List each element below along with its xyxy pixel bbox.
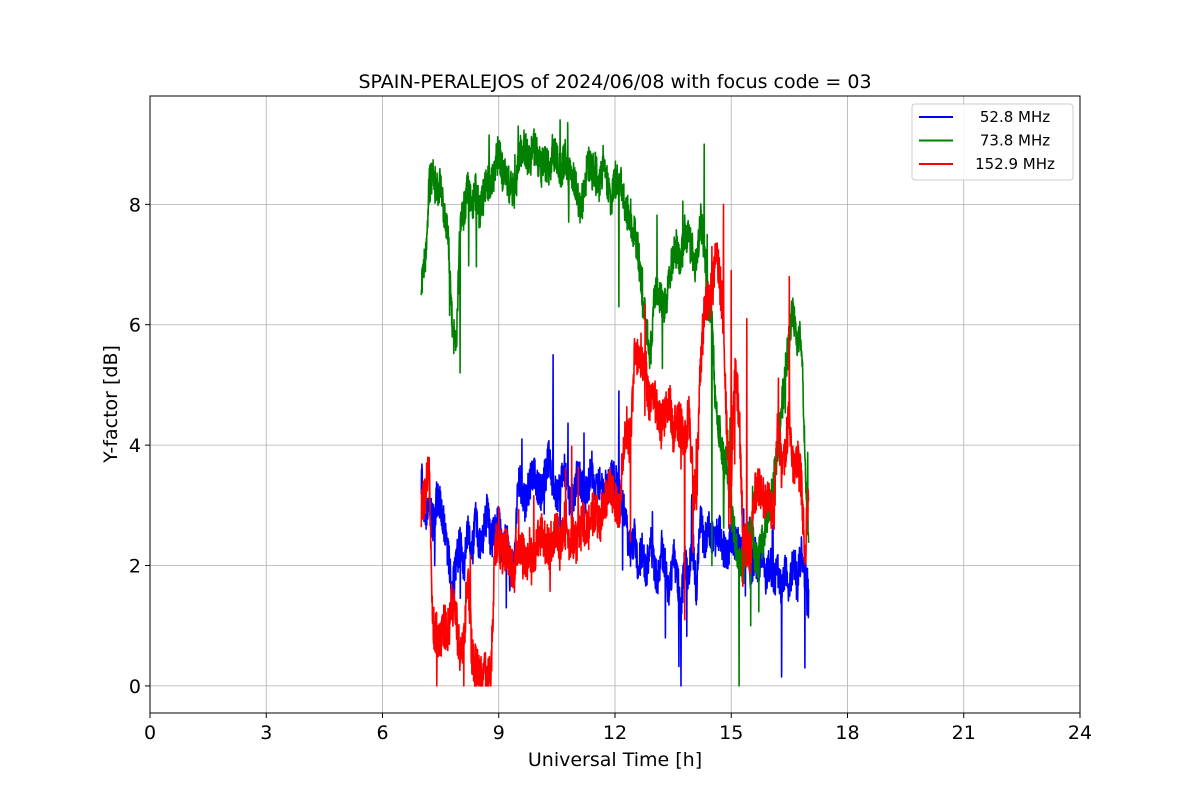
legend-label: 52.8 MHz xyxy=(980,108,1050,126)
x-tick-label: 12 xyxy=(603,722,627,744)
y-axis-label: Y-factor [dB] xyxy=(100,345,122,464)
y-tick-label: 0 xyxy=(129,676,141,698)
series-line xyxy=(420,119,810,687)
y-tick-label: 4 xyxy=(129,435,141,457)
legend-box xyxy=(911,103,1074,181)
y-tick-label: 6 xyxy=(129,315,141,337)
x-tick-label: 6 xyxy=(376,722,388,744)
y-tick-label: 2 xyxy=(129,556,141,578)
x-tick-label: 9 xyxy=(493,722,505,744)
x-tick-label: 15 xyxy=(719,722,743,744)
legend-label: 73.8 MHz xyxy=(980,132,1050,150)
chart-title: SPAIN-PERALEJOS of 2024/06/08 with focus… xyxy=(358,71,871,93)
x-tick-label: 0 xyxy=(144,722,156,744)
legend: 52.8 MHz 73.8 MHz 152.9 MHz xyxy=(911,103,1074,181)
y-tick-label: 8 xyxy=(129,194,141,216)
grid-layer xyxy=(149,96,1081,713)
x-axis-label: Universal Time [h] xyxy=(528,749,702,771)
x-tick-label: 3 xyxy=(260,722,272,744)
series-layer xyxy=(420,119,810,687)
x-tick-label: 24 xyxy=(1068,722,1092,744)
x-tick-label: 18 xyxy=(835,722,859,744)
x-tick-label: 21 xyxy=(952,722,976,744)
legend-label: 152.9 MHz xyxy=(975,155,1055,173)
series-line xyxy=(420,203,810,687)
